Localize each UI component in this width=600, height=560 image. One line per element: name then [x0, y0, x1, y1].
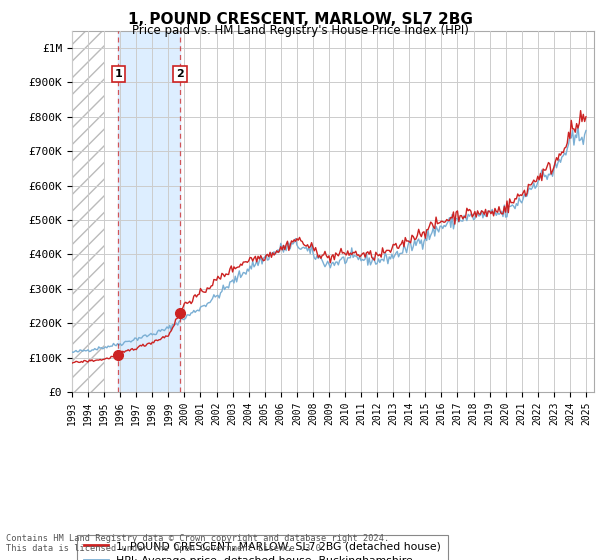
- Text: 2: 2: [176, 69, 184, 79]
- Bar: [118, 31, 180, 392]
- Legend: 1, POUND CRESCENT, MARLOW, SL7 2BG (detached house), HPI: Average price, detache: 1, POUND CRESCENT, MARLOW, SL7 2BG (deta…: [77, 535, 448, 560]
- Bar: [72, 31, 104, 392]
- Text: 1, POUND CRESCENT, MARLOW, SL7 2BG: 1, POUND CRESCENT, MARLOW, SL7 2BG: [128, 12, 472, 27]
- Text: Price paid vs. HM Land Registry's House Price Index (HPI): Price paid vs. HM Land Registry's House …: [131, 24, 469, 36]
- Text: Contains HM Land Registry data © Crown copyright and database right 2024.
This d: Contains HM Land Registry data © Crown c…: [6, 534, 389, 553]
- Text: 1: 1: [115, 69, 122, 79]
